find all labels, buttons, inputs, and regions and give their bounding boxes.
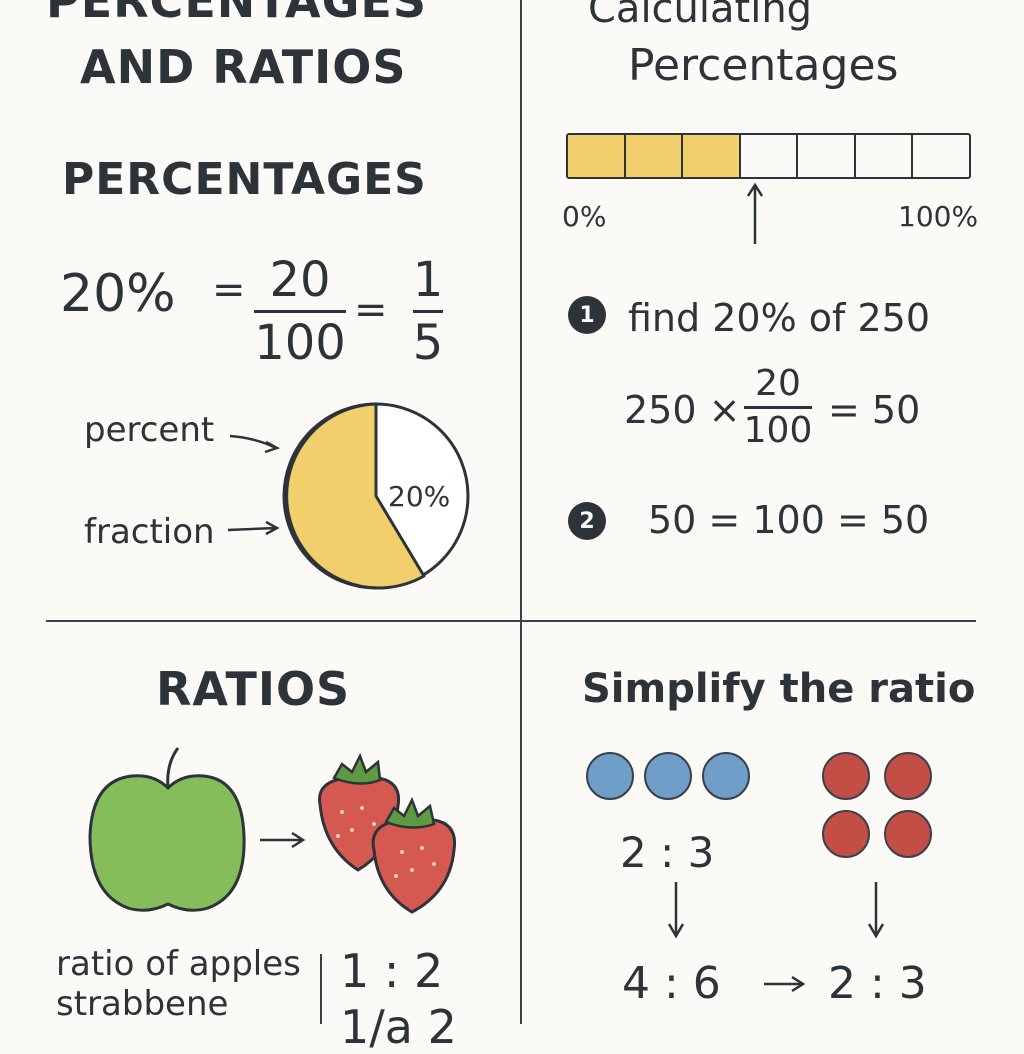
fraction-denominator: 5: [412, 315, 444, 371]
step-2-badge: 2: [568, 502, 606, 540]
caption-divider: [320, 954, 322, 1024]
calc-rhs: = 50: [828, 388, 921, 432]
bar-cell-empty: [913, 135, 969, 177]
bar-cell-empty: [798, 135, 856, 177]
equation-equals-2: =: [354, 287, 388, 333]
calc-numerator: 20: [755, 363, 801, 404]
bar-cell-filled: [568, 135, 626, 177]
step-2-text: 50 = 100 = 50: [648, 498, 930, 542]
red-dot: [822, 752, 870, 800]
fraction-label: fraction: [84, 512, 215, 552]
blue-dot: [702, 752, 750, 800]
arrow-right-icon: [227, 520, 280, 536]
percentage-bar: [566, 133, 971, 179]
fraction-bar: [743, 406, 813, 409]
blue-dot: [586, 752, 634, 800]
pie-slice: [285, 402, 426, 590]
arrow-right-icon: [764, 975, 806, 993]
arrow-right-icon: [260, 831, 306, 849]
equation-equals-1: =: [212, 267, 246, 313]
arrow-up-icon: [746, 182, 764, 244]
calc-title-line1: Calculating: [588, 0, 813, 32]
red-dot: [884, 752, 932, 800]
arrow-down-icon: [867, 882, 885, 939]
main-title-line1: PERCENTAGES: [46, 0, 427, 28]
bar-cell-filled: [625, 135, 684, 177]
main-title-line2: AND RATIOS: [80, 40, 407, 94]
fraction-bar: [254, 310, 346, 313]
ratio-left: 4 : 6: [622, 958, 721, 1009]
ratio-caption-line2: strabbene: [56, 984, 229, 1024]
fraction-20-100: 20 100: [250, 256, 350, 367]
step-1-badge: 1: [568, 296, 606, 334]
fraction-bar: [412, 310, 444, 313]
fraction-denominator: 100: [254, 315, 346, 371]
vertical-divider: [520, 0, 522, 1024]
pie-chart: [282, 402, 470, 590]
red-dot: [822, 810, 870, 858]
ratios-heading: RATIOS: [156, 662, 351, 716]
arrow-right-icon: [229, 434, 281, 454]
calc-title-line2: Percentages: [628, 40, 899, 91]
step-1-text: find 20% of 250: [628, 296, 930, 340]
calc-fraction: 20 100: [742, 366, 814, 449]
bar-cell-filled: [683, 135, 741, 177]
bar-cell-empty: [741, 135, 799, 177]
ratio-small: 2 : 3: [620, 828, 715, 877]
calc-denominator: 100: [743, 410, 813, 451]
percentages-heading: PERCENTAGES: [62, 154, 427, 205]
pie-percent-label: 20%: [388, 480, 451, 513]
ratio-caption-line1: ratio of apples: [56, 944, 301, 984]
red-dot: [884, 810, 932, 858]
apple-icon: [88, 747, 246, 912]
ratio-value-line1: 1 : 2: [340, 944, 444, 998]
arrow-down-icon: [667, 882, 685, 939]
fraction-1-5: 1 5: [400, 256, 456, 367]
fraction-numerator: 1: [412, 252, 444, 308]
bar-end-label: 100%: [898, 200, 979, 233]
blue-dot: [644, 752, 692, 800]
calc-lhs: 250 ×: [624, 388, 741, 432]
percent-label: percent: [84, 410, 215, 450]
simplify-heading: Simplify the ratio: [582, 666, 976, 712]
bar-cell-empty: [856, 135, 914, 177]
ratio-value-line2: 1/a 2: [340, 1000, 457, 1054]
equation-percent: 20%: [60, 264, 176, 324]
horizontal-divider: [46, 620, 976, 622]
ratio-right: 2 : 3: [828, 958, 927, 1009]
fraction-numerator: 20: [269, 252, 331, 308]
bar-start-label: 0%: [562, 200, 607, 233]
strawberry-icon: [318, 752, 457, 914]
